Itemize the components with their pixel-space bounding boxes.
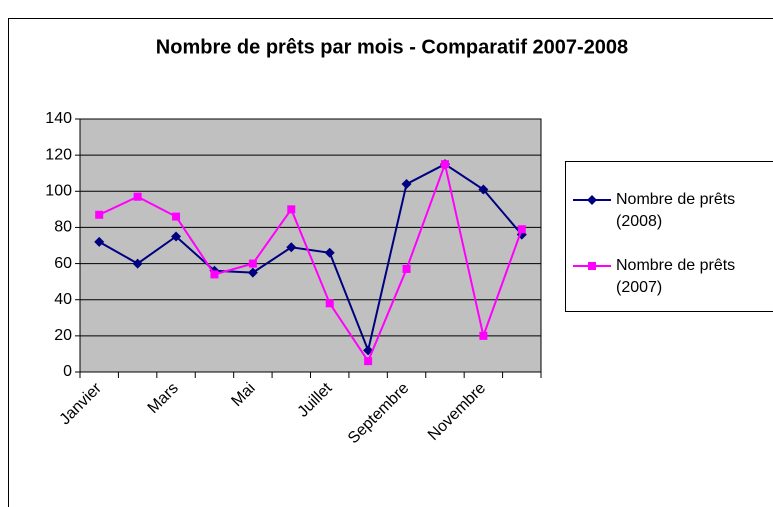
marker [94,236,105,247]
y-tick-label: 100 [45,183,72,200]
legend-label: Nombre de prêts (2007) [616,257,736,296]
legend-label: Nombre de prêts (2008) [616,191,736,230]
marker [210,270,219,279]
y-tick-label: 60 [54,255,72,272]
y-tick-label: 0 [63,363,72,380]
plot-area [80,119,541,372]
marker [440,160,449,169]
marker [95,210,104,219]
marker [172,212,181,221]
marker [479,331,488,340]
y-tick-label: 120 [45,146,72,163]
marker [287,205,296,214]
series-line [98,160,523,364]
marker [132,258,143,269]
y-tick-label: 140 [45,110,72,127]
marker [247,267,258,278]
marker [517,225,526,234]
y-tick-label: 40 [54,291,72,308]
legend-box [565,161,773,312]
marker [171,231,182,242]
marker [588,262,596,270]
marker [587,195,597,205]
y-tick-label: 20 [54,327,72,344]
marker [325,299,334,308]
marker [478,184,489,195]
chart-title: Nombre de prêts par mois - Comparatif 20… [156,36,628,58]
marker [324,247,335,258]
marker [401,179,412,190]
series-line [98,163,523,354]
marker [364,357,373,366]
marker [133,192,142,201]
marker [402,264,411,273]
marker [248,259,257,268]
marker [286,242,297,253]
y-tick-label: 80 [54,219,72,236]
